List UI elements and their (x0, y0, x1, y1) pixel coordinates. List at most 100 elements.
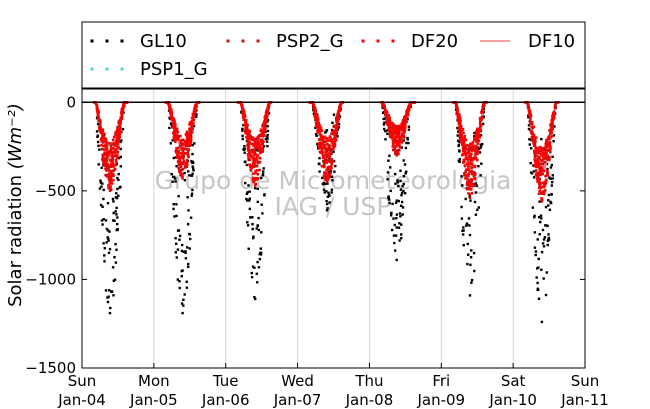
data-point (474, 182, 477, 185)
data-point (535, 151, 539, 155)
data-point (534, 165, 538, 168)
data-point (457, 126, 461, 130)
data-point (116, 187, 119, 191)
data-point (181, 154, 184, 158)
data-point (312, 104, 316, 107)
data-point (248, 142, 251, 145)
data-point (190, 120, 194, 124)
data-point (469, 148, 472, 152)
data-point (543, 183, 546, 186)
data-point-min (540, 320, 544, 324)
data-point (399, 127, 402, 130)
data-point (533, 155, 537, 158)
data-point (466, 183, 469, 187)
data-point (252, 161, 256, 165)
data-point (394, 152, 397, 156)
data-point (464, 197, 467, 201)
data-point (476, 137, 479, 141)
data-point (401, 129, 405, 132)
data-point (540, 137, 543, 141)
data-point (461, 184, 464, 187)
data-point (539, 162, 543, 166)
data-point (461, 148, 465, 152)
data-point (102, 132, 105, 135)
data-point (535, 276, 538, 279)
data-point (256, 139, 259, 143)
data-point (551, 181, 554, 184)
data-point (118, 136, 121, 139)
data-point (397, 124, 401, 128)
data-point (403, 115, 407, 118)
legend-dot-swatch (361, 39, 365, 43)
data-point (188, 132, 192, 136)
data-point (114, 133, 117, 136)
data-point (389, 135, 392, 138)
data-point (322, 140, 326, 144)
data-point (527, 124, 531, 127)
data-point (537, 216, 541, 219)
data-point (454, 108, 458, 111)
data-point-min (395, 152, 398, 155)
data-point (537, 163, 540, 166)
data-point (251, 223, 254, 226)
data-point (117, 194, 120, 197)
data-point (458, 128, 461, 132)
data-point (178, 286, 181, 290)
data-point (461, 128, 465, 131)
data-point (336, 111, 340, 115)
data-point (184, 142, 187, 145)
data-point (392, 138, 395, 141)
data-point (315, 125, 319, 129)
data-point (473, 156, 476, 159)
data-point (252, 144, 255, 147)
data-point (263, 193, 266, 196)
data-point (320, 149, 324, 152)
data-point (540, 197, 543, 200)
x-tick-date: Jan-09 (416, 391, 465, 409)
data-point (327, 191, 330, 194)
data-point (533, 152, 537, 156)
data-point (537, 171, 541, 174)
data-point (400, 191, 404, 194)
data-point (243, 151, 246, 154)
data-point (385, 110, 388, 113)
data-point (392, 129, 396, 133)
data-point (252, 172, 255, 175)
data-point (188, 247, 191, 250)
data-point (315, 118, 318, 121)
data-point (246, 224, 250, 227)
data-point (549, 147, 552, 151)
data-point (255, 149, 258, 152)
data-point (328, 194, 331, 197)
data-point (473, 172, 476, 175)
data-point (328, 160, 331, 163)
data-point (546, 167, 549, 171)
data-point (108, 180, 112, 184)
data-point (472, 182, 475, 186)
data-point (122, 105, 125, 109)
data-point (545, 271, 548, 274)
data-point (112, 200, 115, 203)
data-point (188, 121, 192, 125)
data-point (176, 130, 180, 134)
data-point (103, 260, 106, 263)
series-layer (93, 101, 560, 324)
data-point (259, 151, 262, 154)
data-point (467, 159, 470, 162)
data-point (256, 169, 259, 172)
data-point (462, 131, 465, 135)
data-point (244, 119, 248, 122)
data-point (382, 127, 386, 131)
data-point (106, 150, 109, 154)
data-point (459, 126, 463, 129)
data-point-min (468, 193, 472, 196)
data-point (190, 192, 194, 195)
data-point (472, 158, 475, 161)
data-point (266, 134, 269, 137)
data-point (321, 156, 325, 160)
data-point (252, 165, 256, 168)
data-point (195, 113, 198, 116)
data-point (112, 151, 116, 154)
data-point (102, 158, 106, 162)
data-point (546, 137, 550, 141)
